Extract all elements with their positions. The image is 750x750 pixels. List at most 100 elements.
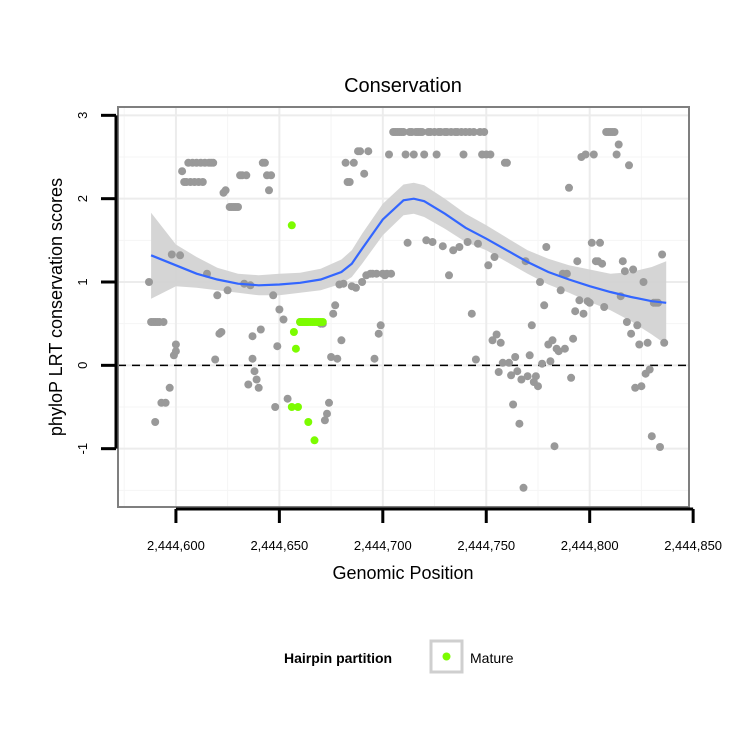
data-point: [213, 291, 222, 300]
plot-panel-border: [117, 106, 690, 508]
data-point: [660, 338, 669, 347]
data-point: [360, 169, 369, 178]
data-point: [645, 365, 654, 374]
data-point: [401, 150, 410, 159]
data-point: [610, 128, 619, 136]
data-point: [178, 167, 187, 176]
data-point: [480, 128, 489, 136]
data-point: [351, 283, 360, 292]
data-point: [329, 309, 338, 318]
data-point: [358, 278, 367, 286]
data-point: [571, 307, 580, 316]
data-point: [502, 158, 511, 167]
data-point: [581, 150, 590, 159]
confidence-band-area: [151, 182, 667, 345]
x-axis-title: Genomic Position: [332, 563, 473, 583]
data-point: [629, 265, 638, 274]
data-point: [496, 338, 505, 347]
data-point: [370, 354, 379, 363]
data-point: [598, 259, 607, 268]
data-point: [331, 301, 340, 310]
data-point: [567, 373, 576, 382]
data-point: [409, 150, 418, 159]
data-point: [505, 358, 513, 367]
data-point: [211, 355, 220, 364]
data-point: [399, 128, 408, 136]
data-point: [248, 354, 257, 363]
data-point: [488, 336, 497, 345]
data-point: [647, 432, 656, 441]
data-point: [573, 257, 582, 266]
data-point: [635, 340, 644, 349]
data-point: [269, 291, 278, 300]
data-point: [540, 301, 549, 310]
data-point: [252, 375, 261, 384]
data-point: [250, 367, 259, 376]
data-point: [349, 158, 358, 167]
data-point: [519, 483, 528, 492]
chart-title: Conservation: [344, 75, 462, 97]
y-axis-title: phyloP LRT conservation scores: [46, 178, 66, 436]
data-point: [242, 171, 251, 180]
data-point: [556, 286, 565, 295]
legend-key-mature: [442, 652, 451, 661]
data-point: [596, 238, 604, 247]
y-axis: -1 0 1 2 3: [75, 112, 118, 454]
data-point: [198, 178, 207, 186]
x-tick-label: 2,444,800: [561, 538, 619, 553]
data-point: [527, 321, 536, 330]
data-point: [159, 318, 168, 326]
data-point: [531, 372, 540, 381]
data-point: [337, 336, 346, 345]
data-point: [490, 253, 499, 261]
data-point: [612, 150, 621, 159]
data-point: [513, 367, 522, 376]
data-point: [244, 380, 253, 389]
data-point: [633, 321, 642, 330]
plot-panel: [118, 107, 689, 507]
data-point: [161, 398, 170, 407]
data-point: [341, 158, 350, 167]
data-point: [618, 257, 627, 266]
data-point: [151, 418, 160, 426]
data-point: [585, 298, 594, 307]
data-point: [637, 382, 646, 391]
data-point: [234, 203, 242, 211]
data-point: [587, 238, 596, 247]
data-point: [428, 238, 437, 246]
data-point: [279, 315, 288, 324]
data-point: [575, 296, 584, 305]
data-point-mature: [304, 418, 313, 426]
data-point: [223, 286, 232, 295]
data-point: [517, 375, 526, 384]
data-point: [620, 267, 629, 276]
data-point: [534, 382, 542, 391]
data-point: [260, 158, 269, 167]
x-axis: 2,444,600 2,444,650 2,444,700 2,444,750 2,44…: [147, 507, 722, 553]
data-point: [256, 325, 265, 334]
data-point: [550, 442, 559, 451]
data-point: [492, 330, 501, 339]
data-point-mature: [294, 403, 302, 411]
y-tick-label: 1: [75, 278, 90, 285]
data-point: [579, 309, 588, 318]
data-point: [385, 150, 393, 159]
data-point: [333, 354, 342, 363]
data-point: [639, 278, 648, 286]
data-point: [548, 336, 557, 345]
data-point: [171, 347, 180, 356]
data-point-mature: [318, 318, 327, 326]
data-point: [538, 359, 547, 368]
data-point: [209, 158, 218, 167]
data-point: [176, 251, 185, 260]
data-point: [523, 372, 532, 381]
x-tick-label: 2,444,650: [250, 538, 308, 553]
data-point: [171, 340, 180, 349]
data-point: [542, 243, 551, 251]
legend-label-mature: Mature: [470, 650, 514, 666]
data-point: [445, 271, 453, 280]
data-point: [536, 278, 544, 286]
data-point: [273, 342, 282, 351]
data-point: [403, 238, 412, 247]
data-point: [471, 355, 480, 364]
